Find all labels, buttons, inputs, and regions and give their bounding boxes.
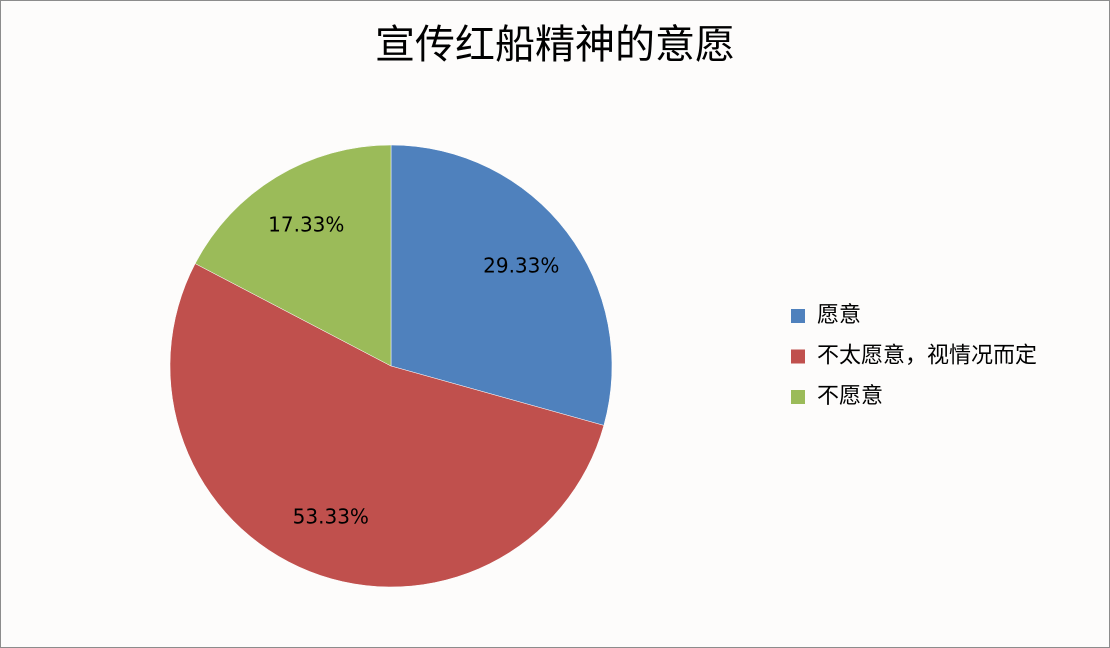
legend-swatch — [791, 349, 805, 364]
data-label: 17.33% — [268, 213, 344, 237]
data-label: 53.33% — [293, 505, 369, 529]
legend-swatch — [791, 309, 805, 323]
pie-slice — [169, 263, 605, 588]
data-label: 29.33% — [483, 254, 559, 278]
legend-label: 不愿意 — [817, 384, 883, 409]
pie-slice — [194, 144, 392, 367]
pie-slice — [390, 144, 613, 426]
legend-label: 愿意 — [817, 303, 861, 328]
legend-swatch — [791, 390, 805, 404]
legend-label: 不太愿意，视情况而定 — [817, 344, 1037, 369]
chart-title: 宣传红船精神的意愿 — [375, 22, 735, 68]
